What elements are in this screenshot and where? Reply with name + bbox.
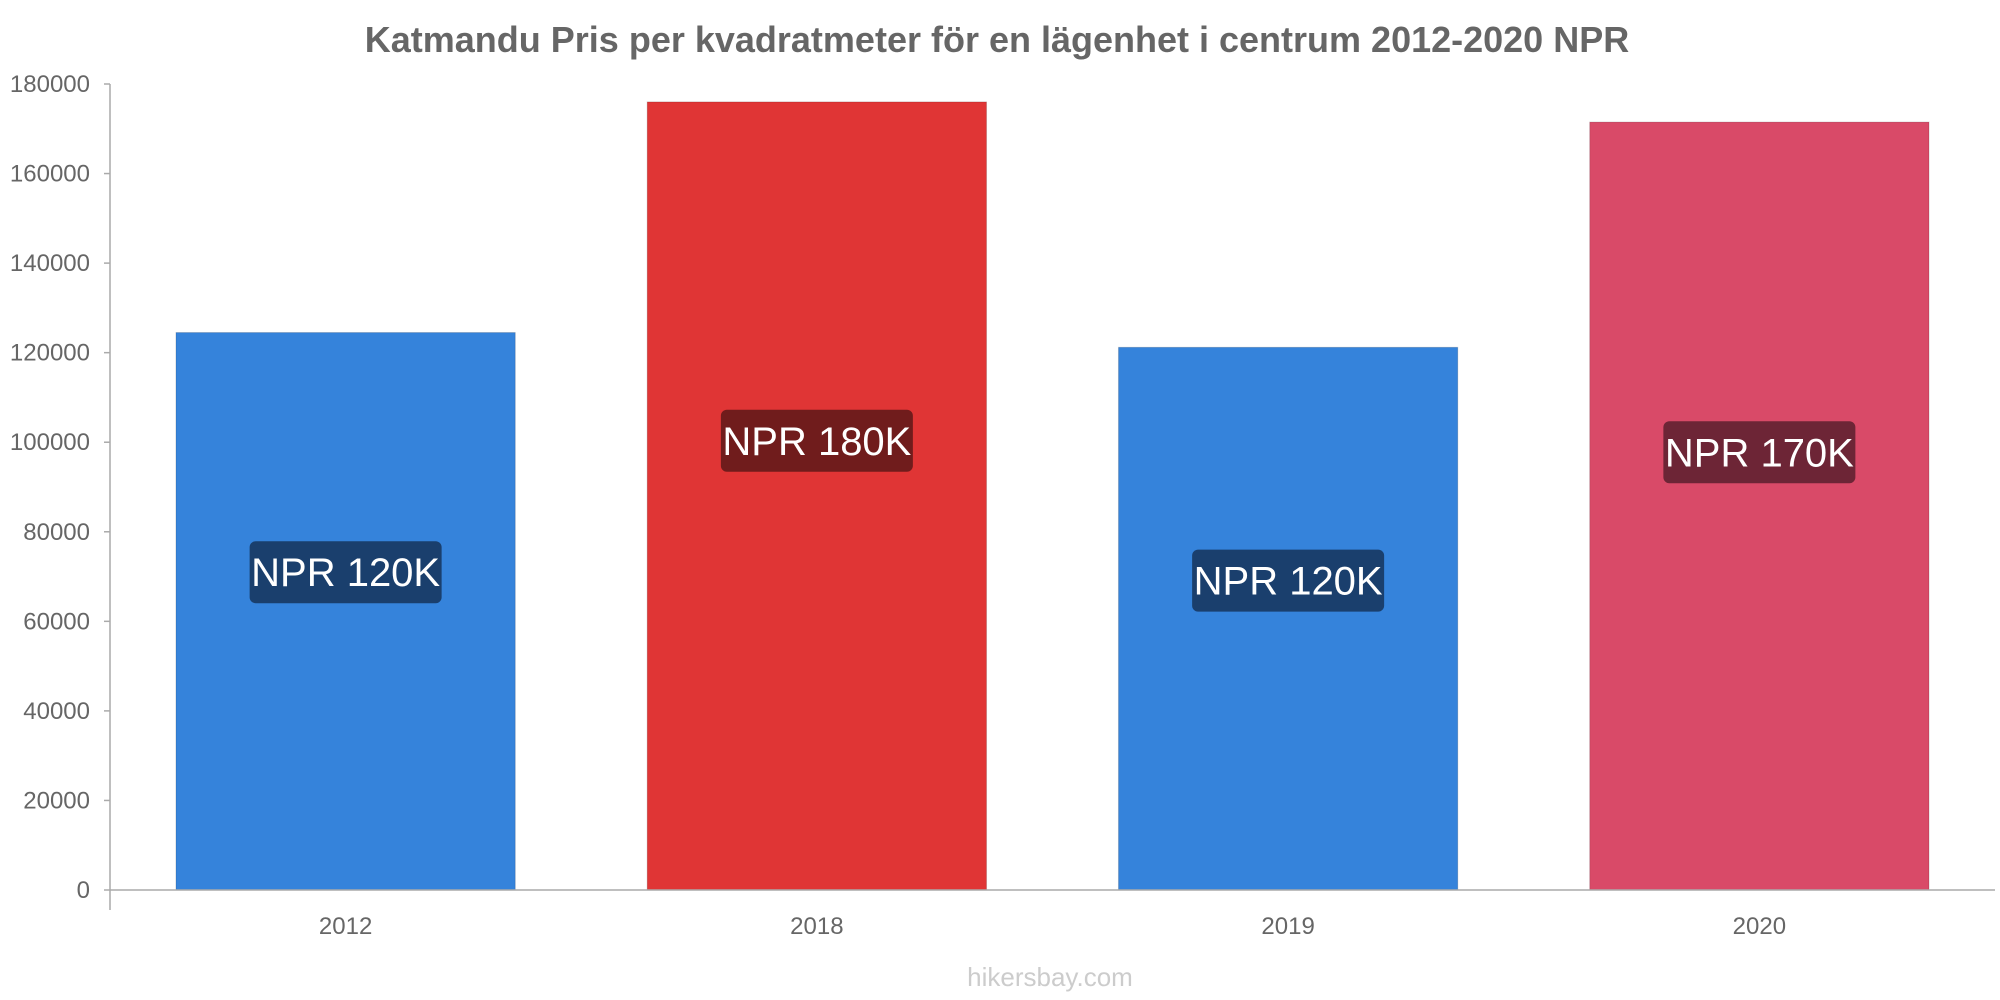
- bar-2012: [175, 332, 516, 891]
- x-tick-label-2019: 2019: [1261, 913, 1314, 940]
- y-tick-label: 180000: [10, 71, 90, 98]
- data-label-2018: NPR 180K: [722, 420, 911, 464]
- data-label-box-2012: [249, 541, 442, 604]
- bars: NPR 120K NPR 180K NPR 120K NPR 170K: [175, 101, 1930, 891]
- data-label-box-2018: [720, 409, 913, 472]
- source-watermark: hikersbay.com: [967, 962, 1133, 992]
- y-tick-label: 100000: [10, 429, 90, 456]
- y-tick-label: 40000: [23, 698, 90, 725]
- y-tick-label: 140000: [10, 250, 90, 277]
- x-axis: 2012 2018 2019 2020: [110, 889, 1995, 940]
- data-label-2019: NPR 120K: [1194, 560, 1383, 604]
- x-tick-label-2020: 2020: [1733, 913, 1786, 940]
- y-tick-label: 20000: [23, 787, 90, 814]
- y-tick-label: 80000: [23, 519, 90, 546]
- data-label-box-2019: [1192, 549, 1385, 612]
- chart-title: Katmandu Pris per kvadratmeter för en lä…: [365, 19, 1629, 60]
- y-axis: 0 20000 40000 60000 80000 100000 120000 140000 1…: [10, 71, 111, 910]
- y-tick-label: 160000: [10, 161, 90, 188]
- y-tick-label: 0: [77, 877, 90, 904]
- data-label-2012: NPR 120K: [251, 551, 440, 595]
- x-tick-label-2018: 2018: [790, 913, 843, 940]
- bar-2019: [1117, 346, 1459, 891]
- x-tick-label-2012: 2012: [319, 913, 372, 940]
- data-label-2020: NPR 170K: [1665, 431, 1854, 475]
- bar-2018: [646, 101, 988, 891]
- y-tick-label: 60000: [23, 608, 90, 635]
- data-label-box-2020: [1663, 421, 1856, 484]
- y-tick-label: 120000: [10, 340, 90, 367]
- bar-2020: [1589, 121, 1930, 891]
